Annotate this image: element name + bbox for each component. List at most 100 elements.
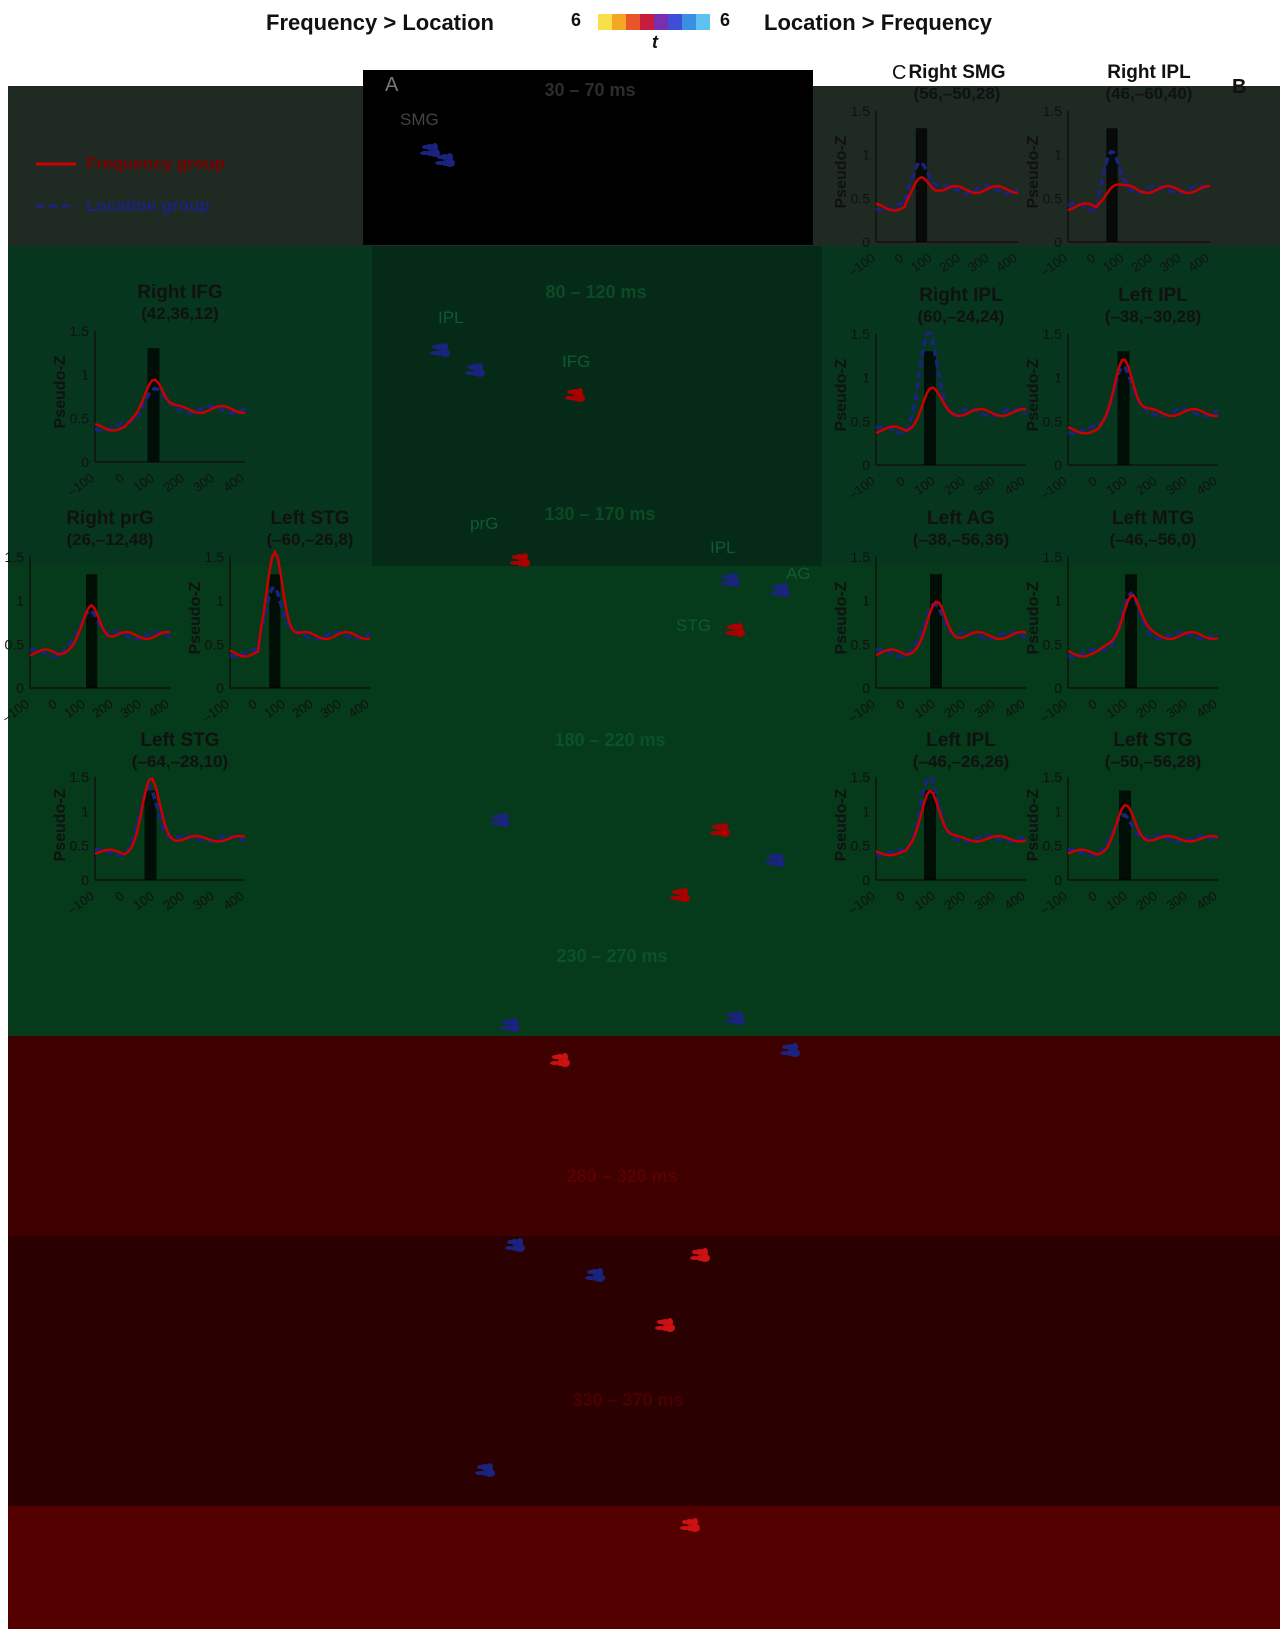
- location-group-line: [29, 608, 171, 659]
- colorbar-segment: [598, 14, 612, 30]
- time-window-bar: [930, 574, 942, 688]
- region-label-smg: SMG: [400, 110, 439, 129]
- y-tick-label: 0: [862, 457, 870, 473]
- time-window-label: 230 – 270 ms: [556, 946, 668, 966]
- y-axis-label: Pseudo-Z: [833, 358, 850, 431]
- background-band-red2: [8, 1236, 1280, 1506]
- y-tick-label: 0.5: [851, 190, 871, 206]
- region-label-ifg: IFG: [562, 352, 591, 371]
- colorbar-segment: [682, 14, 696, 30]
- plot-title: Right IPL: [1107, 62, 1191, 83]
- time-window-bar: [144, 790, 157, 880]
- y-axis-label: Pseudo-Z: [52, 788, 69, 861]
- time-window-label: 280 – 320 ms: [566, 1166, 678, 1186]
- region-label-prg: prG: [470, 514, 499, 533]
- frequency-group-line: [875, 386, 1027, 435]
- frequency-group-line: [875, 600, 1027, 657]
- location-group-line: [875, 774, 1027, 857]
- colorbar-segment: [654, 14, 668, 30]
- y-tick-label: 0: [16, 680, 24, 696]
- y-tick-label: 1.5: [851, 103, 871, 119]
- frequency-group-line: [1067, 803, 1219, 856]
- region-label-ipl: IPL: [438, 308, 464, 327]
- y-tick-label: 0.5: [1043, 413, 1063, 429]
- y-tick-label: 1.5: [1043, 549, 1063, 565]
- legend-location-label: Location group: [86, 196, 210, 215]
- plot-coordinates: (46,–60,40): [1105, 84, 1193, 103]
- y-tick-label: 0.5: [851, 636, 871, 652]
- header-right-title: Location > Frequency: [764, 10, 992, 35]
- location-group-line: [94, 784, 246, 857]
- time-window-label: 130 – 170 ms: [544, 504, 656, 524]
- y-tick-label: 0.5: [851, 413, 871, 429]
- y-axis-label: Pseudo-Z: [1025, 788, 1042, 861]
- y-tick-label: 0.5: [70, 838, 90, 854]
- y-tick-label: 1: [862, 370, 870, 386]
- y-tick-label: 1: [862, 803, 870, 819]
- header-left-title: Frequency > Location: [266, 10, 494, 35]
- frequency-group-line: [875, 175, 1019, 212]
- y-tick-label: 1: [216, 593, 224, 609]
- location-group-line: [1067, 149, 1211, 213]
- plot-coordinates: (42,36,12): [141, 304, 219, 323]
- frequency-group-line: [1067, 183, 1210, 212]
- y-tick-label: 1.5: [1043, 326, 1063, 342]
- plot-coordinates: (–38,–30,28): [1104, 307, 1202, 326]
- colorbar-segment: [668, 14, 682, 30]
- time-window-bar: [269, 574, 281, 688]
- y-tick-label: 1: [1054, 803, 1062, 819]
- time-window-label: 180 – 220 ms: [554, 730, 666, 750]
- y-tick-label: 0.5: [5, 636, 25, 652]
- background-band-red1: [8, 1036, 1280, 1236]
- location-group-line: [1067, 813, 1219, 857]
- plot-title: Right SMG: [908, 62, 1006, 83]
- y-tick-label: 1.5: [70, 323, 90, 339]
- y-tick-label: 1.5: [1043, 103, 1063, 119]
- frequency-group-line: [29, 603, 171, 657]
- header-scale-right: 6: [720, 10, 731, 30]
- y-tick-label: 0: [81, 454, 89, 470]
- time-window-bar: [915, 128, 928, 242]
- y-tick-label: 0: [1054, 457, 1062, 473]
- y-tick-label: 1: [1054, 593, 1062, 609]
- y-tick-label: 1.5: [70, 769, 90, 785]
- location-group-line: [1067, 590, 1219, 659]
- plot-title: Left STG: [270, 508, 350, 529]
- panel-letter-b: B: [1232, 76, 1247, 98]
- frequency-group-line: [1067, 594, 1219, 658]
- y-tick-label: 0: [862, 872, 870, 888]
- region-label-ipl-2: IPL: [710, 538, 736, 557]
- y-tick-label: 0.5: [851, 838, 871, 854]
- legend-frequency-label: Frequency group: [86, 154, 225, 173]
- y-tick-label: 1.5: [851, 326, 871, 342]
- y-tick-label: 0: [1054, 872, 1062, 888]
- frequency-group-line: [875, 789, 1027, 857]
- y-tick-label: 0: [81, 872, 89, 888]
- y-axis-label: Pseudo-Z: [1025, 581, 1042, 654]
- y-tick-label: 1: [862, 593, 870, 609]
- panel-letter-a: A: [385, 74, 399, 96]
- y-tick-label: 0: [216, 680, 224, 696]
- plot-title: Left IPL: [1118, 285, 1188, 306]
- background-band-red3: [8, 1506, 1280, 1629]
- plot-coordinates: (–64,–28,10): [131, 752, 229, 771]
- panel-letter-c: C: [892, 62, 907, 84]
- time-window-label: 80 – 120 ms: [545, 282, 647, 302]
- y-tick-label: 1.5: [5, 549, 25, 565]
- y-tick-label: 1.5: [1043, 769, 1063, 785]
- colorbar-segment: [626, 14, 640, 30]
- plot-title: Right prG: [66, 508, 154, 529]
- plot-coordinates: (–46,–26,26): [912, 752, 1010, 771]
- y-axis-label: Pseudo-Z: [833, 581, 850, 654]
- colorbar-segment: [640, 14, 654, 30]
- location-group-line: [875, 160, 1019, 213]
- plot-coordinates: (–38,–56,36): [912, 530, 1010, 549]
